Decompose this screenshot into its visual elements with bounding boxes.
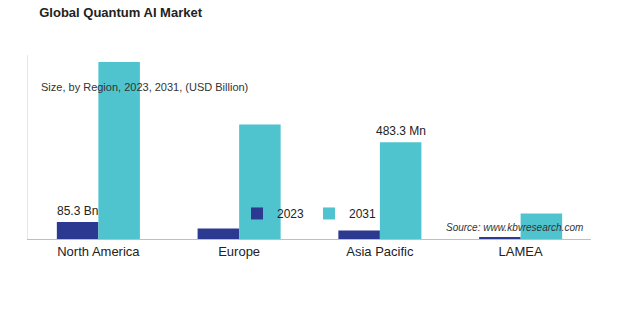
svg-text:2031: 2031 [349,207,376,221]
svg-text:Global Quantum AI Market: Global Quantum AI Market [39,5,202,20]
svg-text:North America: North America [57,244,140,259]
svg-text:Source: www.kbvresearch.com: Source: www.kbvresearch.com [446,222,583,233]
svg-text:Size, by Region, 2023, 2031, (: Size, by Region, 2023, 2031, (USD Billio… [41,81,248,93]
svg-text:LAMEA: LAMEA [499,244,543,259]
svg-text:483.3 Mn: 483.3 Mn [376,124,426,138]
svg-text:85.3 Bn: 85.3 Bn [57,204,98,218]
svg-text:2023: 2023 [277,207,304,221]
svg-text:Asia Pacific: Asia Pacific [346,244,414,259]
svg-text:Europe: Europe [218,244,260,259]
